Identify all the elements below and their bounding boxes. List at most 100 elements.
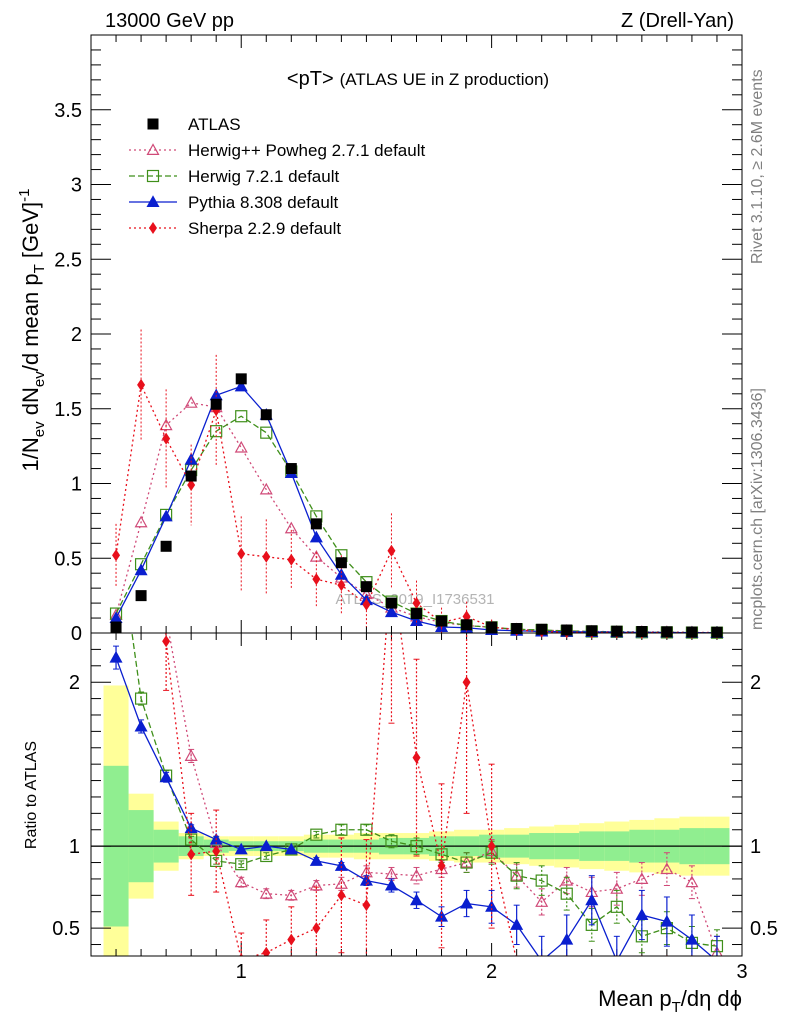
data-point — [134, 515, 148, 528]
data-point — [387, 544, 396, 557]
ratio-point — [485, 900, 499, 912]
ratio-point — [337, 889, 346, 902]
atlas-data-point — [285, 463, 297, 475]
ylabel-sub-1: ev — [31, 421, 48, 437]
data-point — [362, 598, 371, 611]
ratio-point — [134, 719, 148, 732]
data-point — [337, 579, 346, 592]
main-y-tick-label: 3.5 — [54, 100, 82, 122]
ratio-point — [535, 874, 548, 887]
ratio-point — [685, 875, 699, 888]
ratio-point — [412, 751, 421, 764]
data-point — [260, 426, 273, 439]
legend-marker — [146, 195, 160, 207]
ratio-point — [159, 770, 173, 783]
atlas-data-point — [185, 470, 197, 482]
ratio-point — [284, 888, 298, 901]
legend-entry-sherpa-2-2-9-default: Sherpa 2.2.9 default — [129, 219, 341, 238]
atlas-data-point — [711, 626, 723, 638]
ratio-point — [384, 867, 398, 880]
plot-title: <pT> (ATLAS UE in Z production) — [287, 68, 549, 90]
ratio-point — [284, 842, 298, 855]
data-point — [184, 452, 198, 465]
ratio-point — [134, 692, 148, 705]
ratio-point — [239, 953, 244, 956]
ratio-point — [234, 842, 248, 855]
ratio-point — [610, 900, 623, 913]
ratio-point — [462, 676, 471, 689]
main-y-tick-label: 2 — [71, 324, 82, 346]
ratio-point — [560, 932, 574, 945]
data-point — [309, 530, 323, 543]
atlas-data-point — [536, 623, 548, 635]
ratio-point — [334, 877, 348, 889]
ratio-point — [685, 932, 699, 945]
atlas-data-point — [436, 615, 448, 627]
ratio-point — [610, 882, 624, 894]
ratio-point — [641, 954, 643, 956]
ratio-point — [510, 869, 523, 882]
mcplots-label: mcplots.cern.ch [arXiv:1306.3436] — [749, 388, 766, 630]
atlas-data-point — [135, 590, 147, 602]
ratio-point — [259, 886, 273, 899]
legend-marker — [149, 222, 157, 234]
legend-label: Herwig++ Powheg 2.7.1 default — [188, 141, 425, 160]
xlabel-sub: T — [672, 999, 681, 1016]
data-point — [162, 432, 171, 445]
ylabel-sub-3: T — [31, 264, 48, 273]
atlas-data-point — [561, 624, 573, 636]
x-tick-label: 1 — [236, 961, 247, 983]
data-point — [287, 553, 296, 566]
ratio-point — [335, 823, 348, 836]
ratio-point — [460, 896, 474, 909]
ylabel-sup: -1 — [16, 189, 33, 202]
data-point — [187, 478, 196, 491]
header-right: Z (Drell-Yan) — [621, 10, 734, 32]
ylabel-part-d: [GeV] — [18, 202, 43, 264]
ratio-y-tick-label-right: 2 — [750, 672, 761, 694]
atlas-data-point — [686, 626, 698, 638]
legend-label: Sherpa 2.2.9 default — [188, 219, 341, 238]
ratio-point — [635, 908, 649, 921]
main-y-tick-label: 1.5 — [54, 399, 82, 421]
ratio-point — [161, 611, 172, 621]
main-y-tick-label: 1 — [71, 474, 82, 496]
ratio-point — [560, 873, 574, 886]
data-point — [262, 550, 271, 563]
ratio-point — [162, 635, 171, 648]
data-point — [134, 563, 148, 576]
atlas-data-point — [661, 626, 673, 638]
ylabel-part-b: dN — [18, 387, 43, 421]
ratio-point — [715, 954, 718, 956]
data-point — [334, 567, 348, 580]
ratio-point — [384, 878, 398, 891]
xlabel-part-b: /dη dϕ — [681, 986, 742, 1011]
ratio-point — [540, 954, 543, 956]
ratio-point — [585, 893, 599, 906]
x-tick-label: 3 — [736, 961, 747, 983]
atlas-data-point — [260, 409, 272, 421]
ratio-series-sherpa-2-2-9-default — [162, 633, 718, 956]
ratio-point — [615, 954, 618, 956]
main-y-tick-label: 0.5 — [54, 548, 82, 570]
ratio-panel-frame — [90, 632, 743, 957]
atlas-data-point — [461, 619, 473, 631]
ratio-point — [716, 954, 718, 956]
header-left: 13000 GeV pp — [105, 10, 234, 32]
legend-entry-atlas: ATLAS — [147, 115, 241, 134]
main-y-axis-label: 1/Nev dNev/d mean pT [GeV]-1 — [16, 189, 48, 472]
main-y-tick-label: 3 — [71, 175, 82, 197]
rivet-label: Rivet 3.1.10, ≥ 2.6M events — [749, 69, 766, 264]
series — [109, 329, 724, 956]
atlas-data-point — [411, 608, 422, 620]
ratio-point — [184, 749, 198, 761]
ratio-point — [309, 878, 323, 891]
ratio-point — [591, 954, 593, 956]
ratio-point — [409, 893, 424, 906]
ratio-point — [460, 856, 473, 869]
atlas-data-point — [511, 623, 523, 635]
ratio-point — [385, 835, 398, 848]
atlas-data-point — [611, 625, 623, 637]
legend-entry-herwig-powheg-2-7-1-default: Herwig++ Powheg 2.7.1 default — [129, 141, 425, 160]
